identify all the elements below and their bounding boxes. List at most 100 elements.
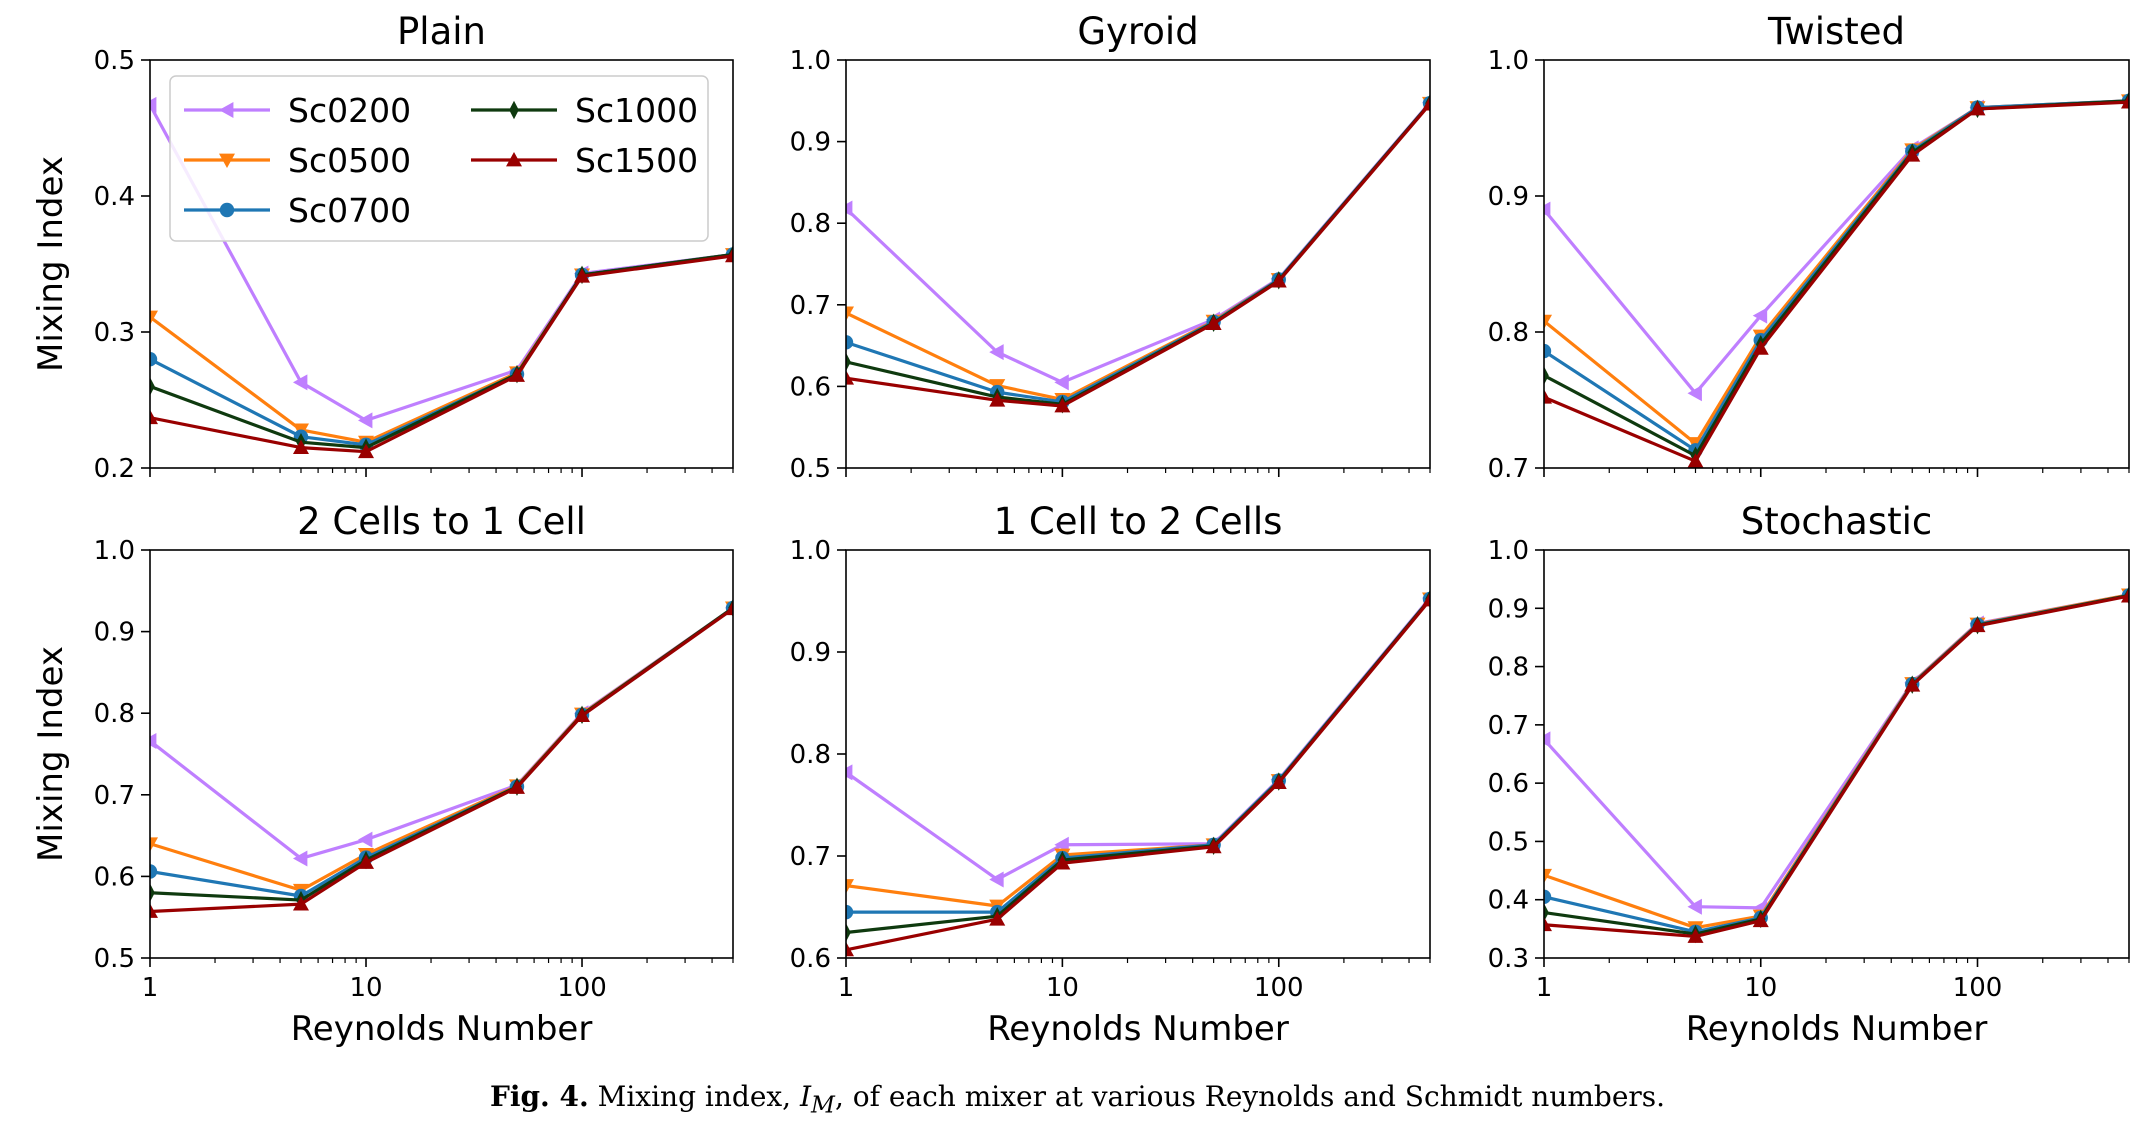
series-group: [846, 94, 1430, 414]
subplot-6: 0.3 0.4 0.5 0.6 0.7 0.8 0.9 1.0 1 10 100 Stochastic…: [1488, 500, 2130, 1049]
series-line-Sc0700: [1544, 99, 2129, 452]
legend-marker-Sc1000: [509, 100, 519, 120]
x-tick-label: 10: [1744, 973, 1777, 1003]
legend-label: Sc0200: [288, 91, 411, 130]
series-group: [150, 598, 733, 918]
series-line-Sc0200: [1544, 593, 2129, 910]
data-point-Sc1500: [846, 941, 854, 957]
subplot-title: 1 Cell to 2 Cells: [994, 500, 1283, 543]
y-tick-label: 0.7: [1488, 711, 1529, 741]
data-point-Sc1500: [358, 854, 375, 869]
series-line-Sc0700: [150, 252, 733, 447]
y-axis-label: Mixing Index: [31, 156, 71, 372]
data-point-Sc1500: [1969, 100, 1986, 116]
data-point-Sc1500: [1687, 453, 1704, 468]
data-point-Sc1500: [1687, 928, 1704, 943]
data-point-Sc0500: [1544, 314, 1552, 330]
y-tick-label: 1.0: [790, 536, 831, 566]
y-tick-label: 0.7: [1488, 454, 1529, 484]
series-line-Sc0200: [846, 101, 1430, 384]
series-group: [846, 589, 1430, 957]
y-tick-label: 0.9: [1488, 182, 1529, 212]
y-tick-label: 0.9: [790, 638, 831, 668]
data-point-Sc1500: [574, 268, 591, 283]
data-point-Sc0200: [989, 344, 1004, 361]
data-point-Sc1500: [989, 911, 1006, 926]
series-line-Sc1000: [1544, 99, 2129, 458]
y-tick-label: 0.2: [94, 454, 135, 484]
y-tick-label: 0.8: [790, 740, 831, 770]
y-tick-label: 1.0: [790, 46, 831, 76]
y-tick-label: 0.9: [94, 618, 135, 648]
y-tick-label: 0.6: [790, 372, 831, 402]
series-line-Sc0500: [1544, 593, 2129, 930]
series-line-Sc0700: [1544, 593, 2129, 934]
legend-label: Sc0500: [288, 141, 411, 180]
data-point-Sc1500: [1054, 397, 1071, 413]
series-group: [150, 96, 733, 459]
data-point-Sc0700: [1544, 343, 1552, 359]
subplot-title: Plain: [397, 10, 486, 53]
series-line-Sc1500: [846, 103, 1430, 408]
data-point-Sc0200: [358, 831, 373, 848]
data-point-Sc1500: [1422, 591, 1430, 607]
data-point-Sc1500: [1752, 912, 1769, 928]
data-point-Sc1000: [846, 923, 851, 942]
x-tick-label: 100: [557, 973, 607, 1003]
data-point-Sc0500: [846, 879, 854, 894]
data-point-Sc0200: [358, 412, 373, 429]
subplot-1: 0.2 0.3 0.4 0.5 Plain Mixing Index Sc0200 Sc050…: [31, 10, 734, 484]
data-point-Sc1500: [358, 443, 375, 459]
series-line-Sc0700: [846, 102, 1430, 404]
y-tick-label: 1.0: [94, 536, 135, 566]
data-point-Sc1500: [1752, 340, 1769, 355]
data-point-Sc0700: [150, 352, 158, 367]
series-line-Sc1500: [150, 607, 733, 914]
x-tick-label: 100: [1953, 973, 2003, 1003]
data-point-Sc0500: [846, 306, 854, 321]
data-point-Sc0700: [150, 864, 158, 879]
data-point-Sc0200: [1752, 307, 1768, 324]
data-point-Sc0200: [989, 871, 1004, 888]
y-tick-label: 0.6: [790, 944, 831, 974]
y-tick-label: 1.0: [1488, 536, 1529, 566]
data-point-Sc0200: [1544, 731, 1551, 748]
y-tick-label: 0.8: [1488, 653, 1529, 683]
x-tick-label: 100: [1254, 973, 1304, 1003]
y-tick-label: 1.0: [1488, 46, 1529, 76]
data-point-Sc0500: [1544, 868, 1552, 884]
data-point-Sc1500: [508, 367, 525, 382]
data-point-Sc1500: [725, 247, 733, 263]
series-line-Sc0700: [150, 606, 733, 898]
data-point-Sc1500: [1904, 147, 1921, 162]
data-point-Sc1500: [1054, 855, 1071, 870]
y-tick-label: 0.6: [94, 862, 135, 892]
data-point-Sc1500: [725, 600, 733, 616]
legend-label: Sc1500: [575, 141, 698, 180]
y-axis-label: Mixing Index: [31, 646, 71, 862]
subplot-title: Stochastic: [1741, 500, 1933, 543]
data-point-Sc1500: [2121, 94, 2129, 109]
series-line-Sc1000: [846, 597, 1430, 935]
data-point-Sc0500: [150, 837, 158, 852]
series-line-Sc1000: [150, 252, 733, 450]
subplot-4: 0.5 0.6 0.7 0.8 0.9 1.0 1 10 100 2 Cells to 1 Cel…: [31, 500, 734, 1049]
y-tick-label: 0.8: [94, 699, 135, 729]
data-point-Sc1000: [1544, 366, 1549, 385]
data-point-Sc1000: [150, 377, 155, 396]
series-line-Sc1500: [1544, 100, 2129, 463]
legend-marker-Sc0200: [219, 102, 234, 118]
caption-symbol: I: [799, 1080, 812, 1113]
plot-frame: [1543, 549, 2130, 959]
x-axis-label: Reynolds Number: [1686, 1009, 1988, 1049]
subplot-title: 2 Cells to 1 Cell: [297, 500, 586, 543]
data-point-Sc1500: [150, 409, 158, 425]
data-point-Sc1500: [574, 707, 591, 723]
legend-label: Sc0700: [288, 191, 411, 230]
series-line-Sc0500: [846, 102, 1430, 402]
data-point-Sc1500: [846, 370, 854, 385]
y-tick-label: 0.5: [94, 944, 135, 974]
data-point-Sc0200: [150, 96, 157, 113]
data-point-Sc1000: [846, 352, 851, 372]
data-point-Sc1500: [150, 903, 158, 918]
